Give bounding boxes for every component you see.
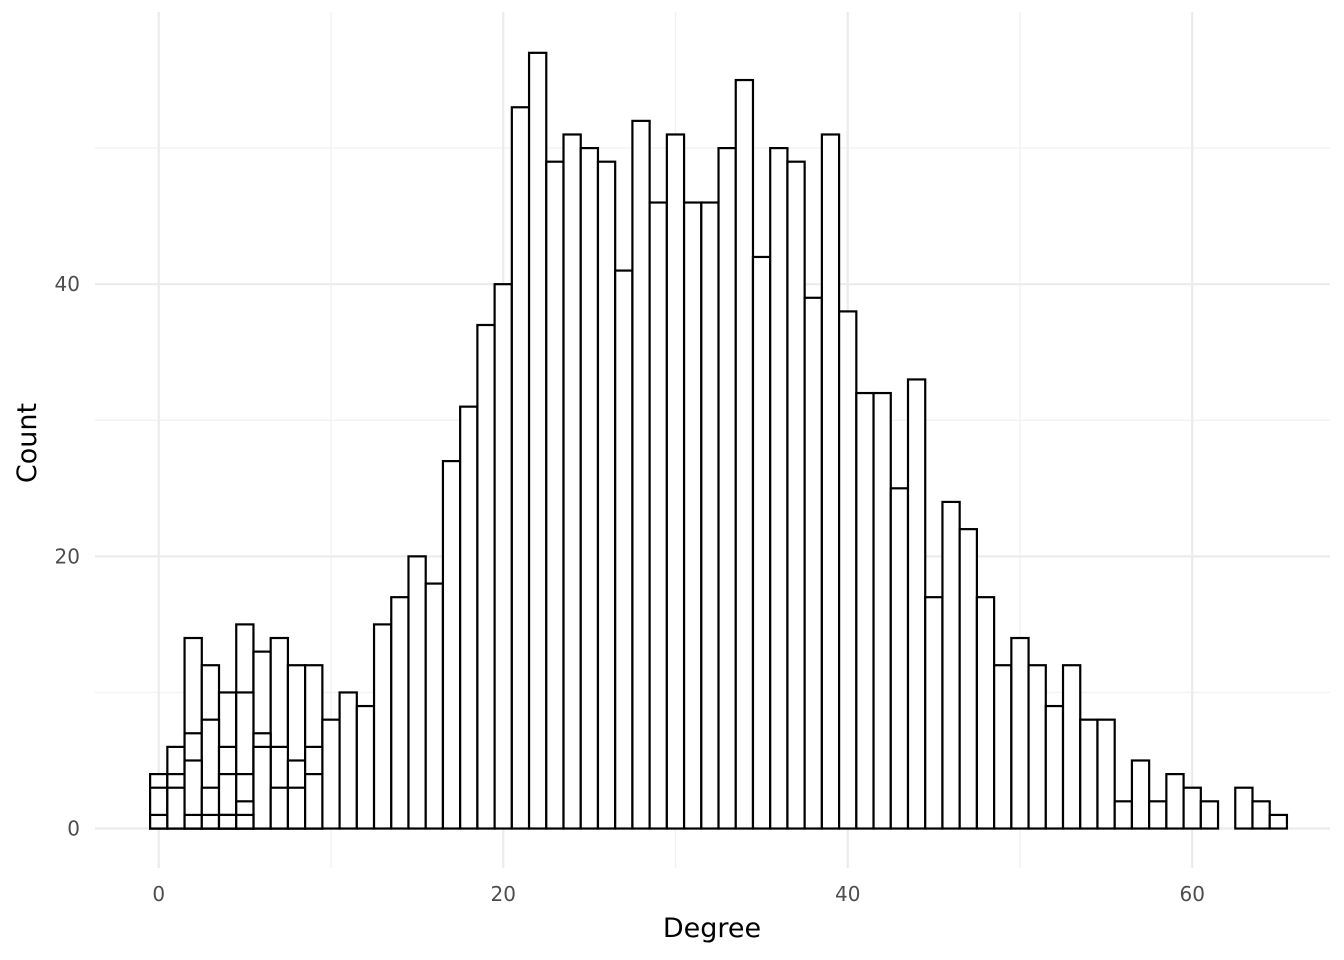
histogram-bar [838,310,858,830]
histogram-bar [958,528,978,830]
histogram-bar [200,813,221,830]
histogram-bar [872,391,892,830]
histogram-bar [286,786,307,830]
histogram-bar [579,146,600,830]
histogram-bar [355,704,376,830]
histogram-bar [269,786,290,830]
histogram-bar [407,555,427,830]
histogram-bar [149,813,169,830]
histogram-bar [906,378,927,830]
histogram-bar [235,813,255,830]
histogram-bar [682,201,703,830]
histogram-bar [993,664,1013,830]
x-tick-label: 60 [1179,882,1204,906]
histogram-bar [1027,664,1047,830]
histogram-bar [1061,664,1082,830]
y-tick-label: 0 [67,817,80,841]
histogram-bar [855,391,875,830]
histogram-bar [527,51,548,830]
x-tick-label: 40 [835,882,860,906]
histogram-bar [562,133,582,830]
histogram-bar [321,718,341,830]
histogram-bar [769,146,789,830]
histogram-bar [545,160,565,830]
histogram-bar [304,772,324,830]
histogram-bar [700,201,720,830]
x-axis-title: Degree [663,913,761,944]
histogram-bar [803,296,823,830]
histogram-bar [734,78,755,830]
histogram-bar [924,596,944,830]
y-axis-title: Count [12,403,43,483]
histogram-bar [941,500,961,830]
histogram-bar [1199,800,1220,830]
x-tick-label: 0 [152,882,165,906]
bars [149,51,1289,830]
histogram-bar [476,323,496,830]
histogram-bar [1148,800,1168,830]
histogram-bar [1044,704,1065,830]
histogram-bar [217,813,238,830]
histogram-bar [631,119,651,830]
histogram-bar [1010,636,1030,830]
histogram-bar [166,786,186,830]
histogram-bar [1268,813,1289,830]
histogram-bar [493,283,513,830]
histogram-bar [751,255,772,830]
histogram-bar [614,269,634,830]
y-tick-label: 40 [55,272,80,296]
histogram-bar [372,623,393,830]
histogram-bar [975,596,996,830]
histogram-bar [183,813,203,830]
x-tick-label: 20 [490,882,515,906]
histogram-bar [441,459,462,830]
histogram-bar [596,160,617,830]
histogram-bar [1182,786,1202,830]
histogram-bar [252,745,272,830]
histogram-bar [1079,718,1099,830]
histogram-bar [820,133,841,830]
histogram-bar [665,133,686,830]
tick-labels: 0 20 40 60 0 20 40 [55,272,1205,906]
histogram-bar [510,106,531,830]
histogram-bar [1130,759,1151,830]
histogram-bar [786,160,806,830]
histogram-bar [1113,800,1134,830]
histogram-bar [648,201,668,830]
histogram-bar [338,691,358,830]
histogram-bar [424,582,445,830]
histogram-bar [390,596,410,830]
histogram-bar [459,405,479,830]
histogram-bar [1234,786,1254,830]
histogram-bar [1165,772,1185,830]
y-tick-label: 20 [55,544,80,568]
histogram-bar [1251,800,1271,830]
histogram-bar [717,146,737,830]
histogram-bar [889,487,910,830]
histogram-bar [1096,718,1116,830]
